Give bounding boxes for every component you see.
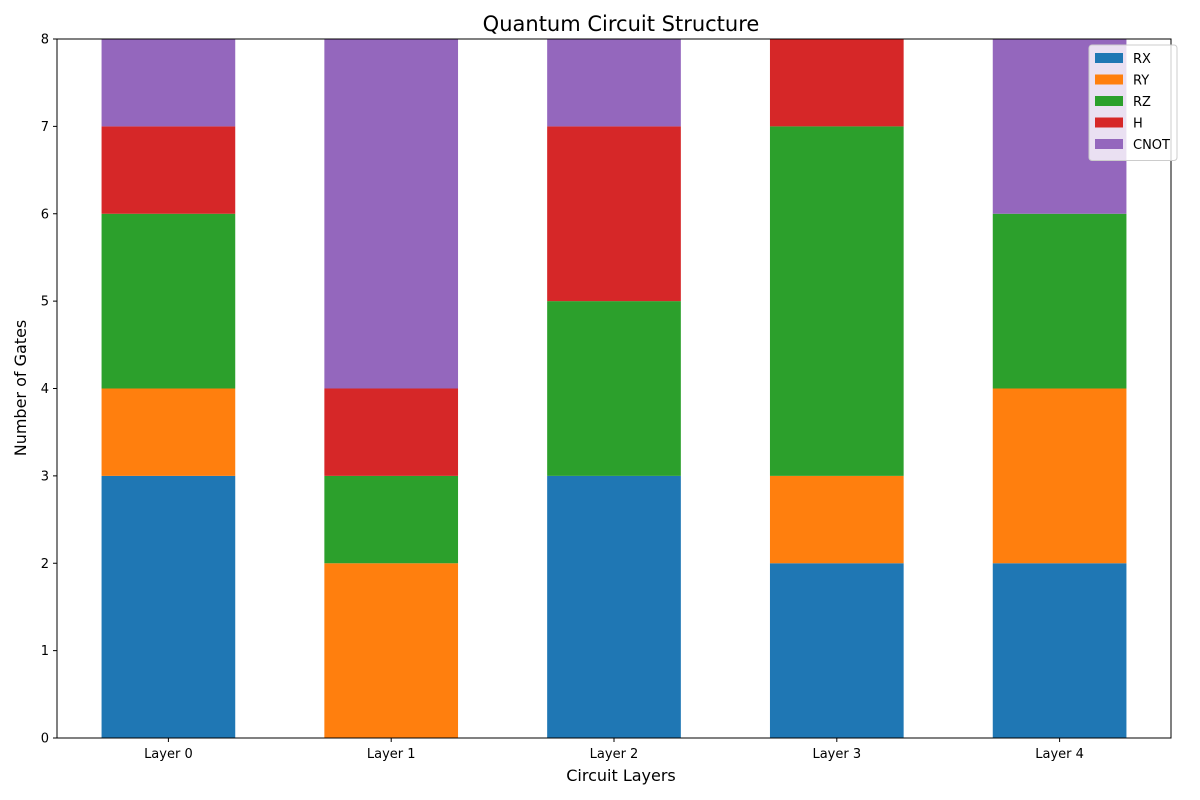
bar-segment-ry-layer-0 <box>101 388 236 476</box>
bar-segment-cnot-layer-0 <box>101 39 236 127</box>
legend-swatch-ry <box>1095 74 1123 85</box>
bar-segment-cnot-layer-2 <box>547 39 681 127</box>
legend-label-rz: RZ <box>1133 95 1151 110</box>
legend-label-ry: RY <box>1133 74 1149 89</box>
chart-title: Quantum Circuit Structure <box>483 12 760 36</box>
legend-label-h: H <box>1133 117 1143 132</box>
y-tick-label: 3 <box>41 469 49 484</box>
x-axis-ticks: Layer 0 Layer 1 Layer 2 Layer 3 Layer 4 <box>144 738 1084 762</box>
x-axis-title: Circuit Layers <box>566 766 676 785</box>
bar-segment-rx-layer-0 <box>101 475 236 739</box>
y-tick-label: 4 <box>41 382 49 397</box>
bar-segment-ry-layer-4 <box>992 388 1127 564</box>
bar-segment-ry-layer-3 <box>769 475 904 564</box>
bar-segment-ry-layer-1 <box>324 563 459 738</box>
bar-segment-rz-layer-1 <box>324 475 459 564</box>
bar-segment-h-layer-3 <box>769 39 904 127</box>
x-tick-label: Layer 4 <box>1035 747 1084 762</box>
bar-segment-rz-layer-2 <box>547 301 681 476</box>
bar-segment-h-layer-0 <box>101 126 236 214</box>
y-tick-label: 7 <box>41 120 49 135</box>
legend-label-rx: RX <box>1133 52 1151 67</box>
legend-swatch-h <box>1095 117 1123 128</box>
legend-swatch-cnot <box>1095 139 1123 149</box>
x-tick-label: Layer 1 <box>367 747 416 762</box>
y-axis-title: Number of Gates <box>11 320 30 457</box>
bar-segment-rx-layer-4 <box>992 563 1127 738</box>
bar-segment-rz-layer-3 <box>769 126 904 476</box>
bar-segment-rz-layer-0 <box>101 213 236 389</box>
legend-box <box>1088 44 1178 161</box>
y-tick-label: 0 <box>41 732 49 747</box>
y-tick-label: 8 <box>41 33 49 48</box>
y-tick-label: 6 <box>41 207 49 222</box>
legend: RX RY RZ H CNOT <box>1088 44 1178 161</box>
legend-label-cnot: CNOT <box>1133 138 1170 153</box>
plot-frame <box>56 38 1172 739</box>
x-tick-label: Layer 2 <box>590 747 639 762</box>
y-axis-ticks: 0 1 2 3 4 5 6 7 8 <box>41 33 57 747</box>
y-tick-label: 1 <box>41 644 49 659</box>
x-tick-label: Layer 0 <box>144 747 193 762</box>
bar-segment-h-layer-2 <box>547 126 681 302</box>
bar-segment-h-layer-1 <box>324 388 459 476</box>
bars-group <box>101 39 1127 739</box>
legend-swatch-rx <box>1095 53 1123 63</box>
y-tick-label: 2 <box>41 557 49 572</box>
bar-segment-rx-layer-3 <box>769 563 904 738</box>
bar-segment-rx-layer-2 <box>547 475 681 739</box>
bar-segment-rz-layer-4 <box>992 213 1127 389</box>
y-tick-label: 5 <box>41 295 49 310</box>
bar-segment-cnot-layer-1 <box>324 39 459 389</box>
legend-swatch-rz <box>1095 96 1123 106</box>
x-tick-label: Layer 3 <box>812 747 861 762</box>
